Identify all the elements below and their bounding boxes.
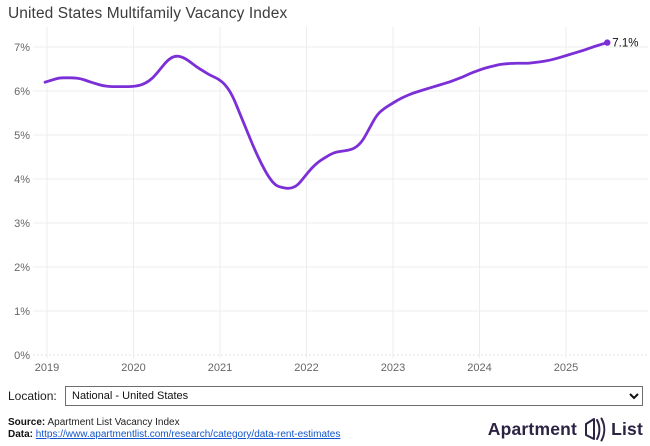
end-value-label: 7.1%: [612, 38, 638, 50]
source-text: Apartment List Vacancy Index: [45, 417, 180, 428]
chart-title: United States Multifamily Vacancy Index: [8, 5, 288, 22]
data-line: Data: https://www.apartmentlist.com/rese…: [8, 429, 340, 441]
data-source-link[interactable]: https://www.apartmentlist.com/research/c…: [35, 429, 341, 440]
y-axis-tick-label: 3%: [14, 218, 30, 230]
source-line: Source: Apartment List Vacancy Index: [8, 417, 180, 429]
apartment-list-logo: Apartment List: [488, 415, 643, 443]
y-axis-tick-label: 7%: [14, 42, 30, 54]
x-axis-tick-label: 2024: [467, 362, 491, 374]
source-label: Source:: [8, 417, 46, 428]
location-label: Location:: [8, 389, 57, 403]
logo-wordmark-apartment: Apartment: [487, 418, 578, 439]
footer: Source: Apartment List Vacancy Index Dat…: [0, 413, 650, 446]
end-point-marker: [604, 39, 611, 46]
y-axis-tick-label: 6%: [14, 86, 30, 98]
y-axis-tick-label: 5%: [14, 130, 30, 142]
x-axis-tick-label: 2020: [121, 362, 145, 374]
location-row: Location: National - United States: [0, 385, 650, 407]
apartment-list-logo-icon: [582, 416, 606, 442]
vacancy-series-line: [43, 41, 609, 190]
location-select[interactable]: National - United States: [65, 386, 643, 406]
x-axis-tick-label: 2022: [294, 362, 318, 374]
data-label: Data:: [8, 429, 34, 440]
x-axis-tick-label: 2019: [35, 362, 59, 374]
y-axis-tick-label: 4%: [14, 174, 30, 186]
vacancy-line-chart: 0% 1% 2% 3% 4% 5% 6% 7% 2019 2020 2021 2022 2023 2024…: [14, 27, 648, 374]
x-axis-tick-label: 2023: [381, 362, 405, 374]
y-axis-tick-label: 1%: [14, 306, 30, 318]
y-axis-tick-label: 0%: [14, 350, 30, 362]
x-axis-tick-label: 2021: [208, 362, 232, 374]
logo-wordmark-list: List: [611, 418, 643, 439]
x-axis-tick-label: 2025: [554, 362, 578, 374]
y-axis-tick-label: 2%: [14, 262, 30, 274]
